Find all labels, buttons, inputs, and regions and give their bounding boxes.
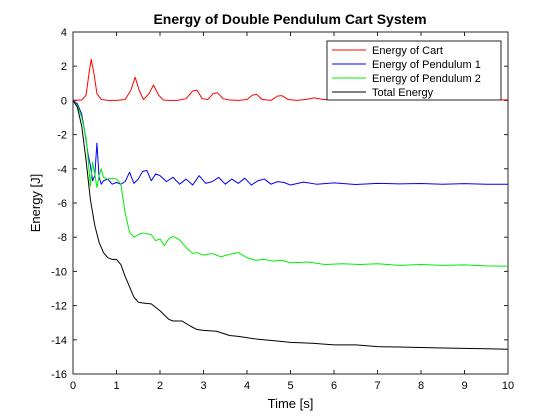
x-tick-label: 9 [461,380,467,392]
x-axis-label: Time [s] [268,396,314,411]
x-tick-label: 6 [331,380,337,392]
y-tick-label: -6 [57,198,67,210]
x-tick-label: 10 [502,380,514,392]
x-tick-label: 3 [200,380,206,392]
legend-label-energy-of-cart: Energy of Cart [372,45,443,57]
y-tick-label: -14 [51,335,67,347]
legend: Energy of Cart Energy of Pendulum 1 Energy… [327,41,501,100]
y-tick-label: -12 [51,301,67,313]
y-tick-label: -8 [57,232,67,244]
y-tick-label: -4 [57,164,67,176]
y-tick-label: -2 [57,130,67,142]
x-tick-label: 1 [113,380,119,392]
legend-label-energy-of-pendulum-1: Energy of Pendulum 1 [372,59,481,71]
y-tick-label: -16 [51,369,67,381]
x-tick-label: 5 [287,380,293,392]
legend-label-total-energy: Total Energy [372,87,434,99]
y-tick-label: 4 [61,27,67,39]
y-tick-label: 0 [61,95,67,107]
x-tick-label: 4 [244,380,250,392]
y-axis-label: Energy [J] [28,174,43,233]
legend-label-energy-of-pendulum-2: Energy of Pendulum 2 [372,73,481,85]
x-tick-label: 7 [374,380,380,392]
x-tick-label: 2 [157,380,163,392]
y-tick-label: 2 [61,61,67,73]
y-tick-label: -10 [51,266,67,278]
chart-title: Energy of Double Pendulum Cart System [153,11,426,27]
x-tick-label: 8 [418,380,424,392]
x-tick-label: 0 [70,380,76,392]
